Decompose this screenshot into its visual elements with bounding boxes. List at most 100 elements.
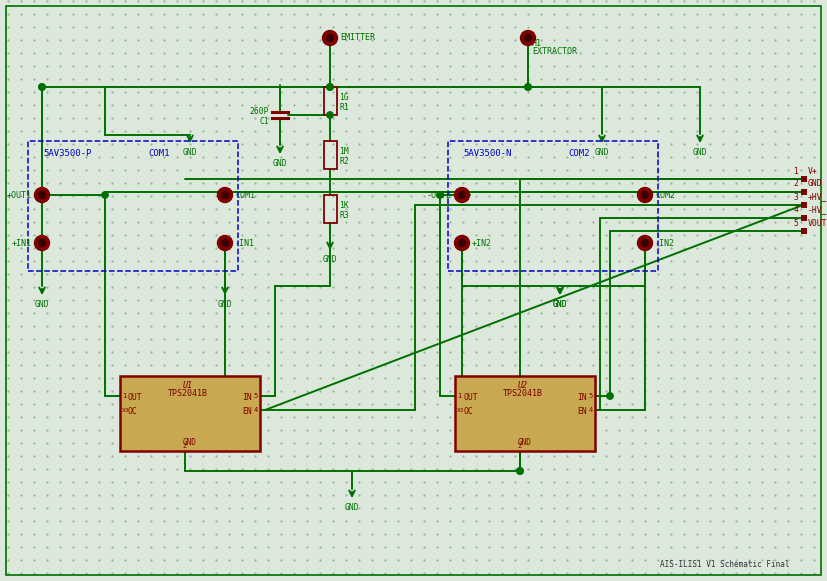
Circle shape (455, 235, 470, 250)
Text: +IN1: +IN1 (12, 238, 32, 248)
Text: X3: X3 (122, 407, 130, 413)
Text: TPS2041B: TPS2041B (503, 389, 543, 398)
Text: V+: V+ (808, 167, 818, 175)
Circle shape (525, 84, 531, 90)
Text: C1: C1 (259, 117, 269, 125)
Text: IN: IN (242, 393, 252, 403)
Text: 1: 1 (122, 393, 127, 399)
Bar (455, 376, 595, 451)
Text: GND: GND (273, 159, 287, 168)
Circle shape (35, 235, 50, 250)
Text: EXTRACTOR: EXTRACTOR (532, 47, 577, 56)
Bar (801, 189, 807, 195)
Text: 260P: 260P (250, 106, 269, 116)
Text: COM2: COM2 (568, 149, 590, 158)
Text: 2: 2 (793, 180, 798, 188)
Circle shape (437, 192, 443, 198)
Text: R1: R1 (340, 102, 349, 112)
Text: 5: 5 (589, 393, 593, 399)
Text: GND: GND (183, 438, 197, 447)
Circle shape (458, 192, 466, 199)
Text: X3: X3 (457, 407, 465, 413)
Text: 2: 2 (518, 443, 522, 449)
Text: 4: 4 (254, 407, 258, 413)
Text: GND: GND (693, 148, 707, 157)
Text: GND: GND (35, 300, 50, 309)
Circle shape (327, 84, 333, 90)
Bar (28, 141, 238, 271)
Text: COM2: COM2 (655, 191, 675, 199)
Text: 1: 1 (793, 167, 798, 175)
Bar (323, 141, 337, 169)
Circle shape (642, 239, 648, 246)
Text: OC: OC (128, 407, 138, 417)
Text: 1G: 1G (340, 92, 349, 102)
Circle shape (517, 468, 523, 474)
Circle shape (638, 188, 653, 203)
Circle shape (39, 84, 45, 90)
Text: 4: 4 (589, 407, 593, 413)
Text: 5: 5 (793, 218, 798, 228)
Circle shape (218, 188, 232, 203)
Text: 3: 3 (793, 192, 798, 202)
Circle shape (39, 239, 45, 246)
Text: IN: IN (577, 393, 587, 403)
Circle shape (39, 192, 45, 199)
Text: GND: GND (323, 255, 337, 264)
Circle shape (222, 239, 228, 246)
Bar (323, 195, 337, 223)
Text: 5: 5 (254, 393, 258, 399)
Text: EMITTER: EMITTER (340, 34, 375, 42)
Text: 4: 4 (793, 206, 798, 214)
Text: 5AV3500-N: 5AV3500-N (463, 149, 511, 158)
Text: 1K: 1K (340, 200, 349, 210)
Circle shape (638, 235, 653, 250)
Bar (801, 215, 807, 221)
Bar (120, 376, 260, 451)
Circle shape (218, 235, 232, 250)
Circle shape (520, 30, 536, 45)
Text: GND: GND (552, 300, 567, 309)
Text: +OUT1: +OUT1 (7, 191, 32, 199)
Bar (448, 141, 658, 271)
Text: 1: 1 (457, 393, 461, 399)
Text: COM1: COM1 (235, 191, 255, 199)
Text: -IN1: -IN1 (235, 238, 255, 248)
Text: GND: GND (552, 300, 567, 309)
Bar (323, 87, 337, 115)
Circle shape (222, 192, 228, 199)
Text: EN: EN (242, 407, 252, 417)
Text: 1M: 1M (340, 146, 349, 156)
Text: OUT: OUT (463, 393, 478, 403)
Text: -OUT2: -OUT2 (427, 191, 452, 199)
Text: GND: GND (218, 300, 232, 309)
Circle shape (39, 84, 45, 90)
Bar (801, 176, 807, 182)
Text: GND: GND (518, 438, 532, 447)
Text: VOUT: VOUT (808, 218, 827, 228)
Text: 2: 2 (183, 443, 187, 449)
Circle shape (525, 84, 531, 90)
Text: +HV_EN: +HV_EN (808, 192, 827, 202)
Text: COM1: COM1 (148, 149, 170, 158)
Circle shape (458, 239, 466, 246)
Text: OC: OC (463, 407, 473, 417)
Text: R2: R2 (340, 156, 349, 166)
Text: GND: GND (345, 503, 359, 512)
Circle shape (35, 188, 50, 203)
Text: 5AV3500-P: 5AV3500-P (43, 149, 91, 158)
Bar (801, 202, 807, 208)
Circle shape (642, 192, 648, 199)
Text: -HV_EN: -HV_EN (808, 206, 827, 214)
Circle shape (327, 84, 333, 90)
Text: OUT: OUT (128, 393, 142, 403)
Text: TPS2041B: TPS2041B (168, 389, 208, 398)
Text: R3: R3 (340, 210, 349, 220)
Text: +IN2: +IN2 (472, 238, 492, 248)
Circle shape (455, 188, 470, 203)
Text: U1: U1 (183, 381, 193, 390)
Text: H1: H1 (532, 39, 542, 48)
Text: U2: U2 (518, 381, 528, 390)
Circle shape (327, 34, 333, 41)
Text: GND: GND (808, 180, 823, 188)
